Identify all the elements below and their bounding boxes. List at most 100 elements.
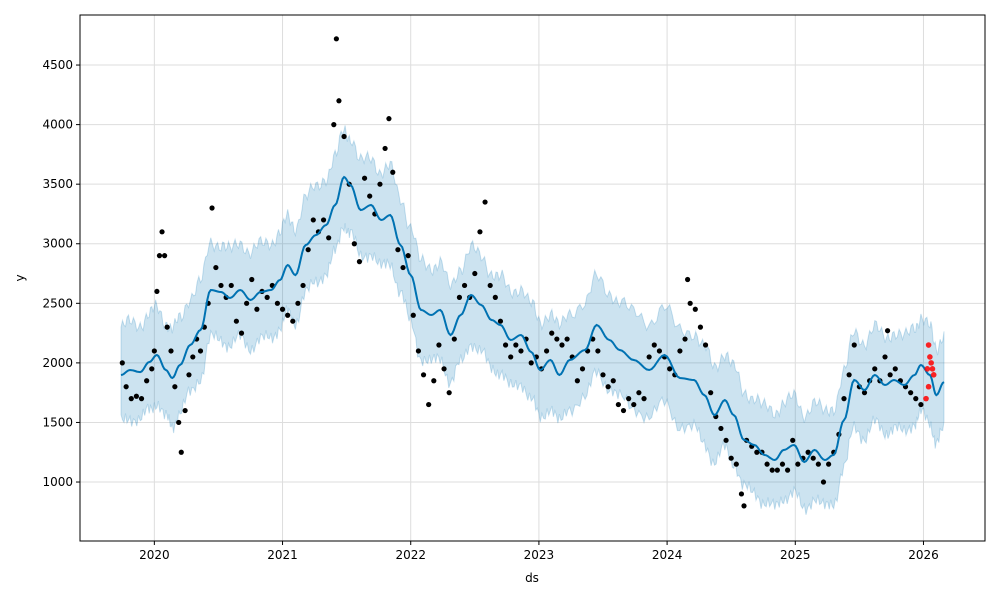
- observed-point: [410, 312, 416, 318]
- x-tick-label: 2021: [267, 548, 298, 562]
- observed-point: [190, 354, 196, 360]
- observed-point: [805, 449, 811, 455]
- actual-test-point: [925, 342, 932, 348]
- x-tick-label: 2024: [652, 548, 683, 562]
- observed-point: [884, 328, 891, 334]
- y-tick-label: 1000: [42, 475, 73, 489]
- observed-point: [441, 366, 447, 372]
- observed-point: [687, 300, 693, 306]
- observed-point: [456, 294, 463, 300]
- actual-test-point: [925, 383, 932, 390]
- observed-point: [238, 330, 245, 336]
- observed-point: [186, 372, 192, 378]
- observed-point: [820, 479, 827, 485]
- observed-point: [574, 378, 580, 384]
- y-tick-label: 4000: [42, 118, 73, 132]
- observed-point: [154, 288, 160, 295]
- observed-point: [559, 342, 565, 348]
- observed-point: [133, 393, 140, 399]
- observed-points: [119, 36, 924, 509]
- observed-point: [790, 437, 796, 443]
- observed-point: [841, 396, 847, 402]
- observed-point: [641, 396, 647, 402]
- observed-point: [723, 437, 729, 443]
- observed-point: [851, 342, 857, 348]
- observed-point: [164, 324, 170, 330]
- observed-point: [685, 276, 691, 283]
- observed-point: [264, 294, 270, 300]
- observed-point: [228, 282, 234, 289]
- observed-point: [872, 366, 878, 372]
- observed-point: [887, 372, 893, 378]
- observed-point: [331, 122, 337, 128]
- observed-point: [244, 300, 250, 306]
- observed-point: [774, 467, 780, 473]
- observed-point: [528, 360, 534, 366]
- uncertainty-interval: [120, 125, 945, 515]
- actual-test-point: [924, 366, 931, 372]
- observed-point: [579, 366, 586, 372]
- observed-point: [718, 425, 724, 432]
- observed-point: [502, 342, 509, 348]
- observed-point: [279, 306, 286, 312]
- observed-point: [908, 390, 914, 396]
- observed-point: [290, 318, 296, 324]
- observed-point: [400, 264, 406, 271]
- y-tick-label: 3500: [42, 177, 73, 191]
- observed-point: [610, 378, 616, 384]
- observed-point: [728, 455, 734, 461]
- x-tick-label: 2023: [524, 548, 555, 562]
- observed-point: [446, 390, 452, 396]
- y-tick-label: 2000: [42, 356, 73, 370]
- plot-frame: [79, 14, 986, 542]
- observed-point: [738, 491, 745, 497]
- observed-point: [682, 336, 688, 342]
- observed-point: [395, 247, 401, 253]
- observed-point: [892, 366, 898, 372]
- observed-point: [769, 467, 775, 473]
- observed-point: [320, 217, 327, 223]
- observed-point: [692, 306, 698, 312]
- x-tick-label: 2022: [395, 548, 426, 562]
- observed-point: [144, 378, 150, 384]
- observed-point: [451, 336, 457, 342]
- actual-test-point: [923, 395, 929, 402]
- observed-point: [667, 366, 673, 372]
- observed-point: [168, 348, 174, 354]
- observed-point: [295, 300, 301, 306]
- observed-point: [656, 348, 663, 354]
- y-tick-label: 1500: [42, 415, 73, 429]
- observed-point: [178, 449, 184, 455]
- observed-point: [431, 378, 437, 384]
- observed-point: [285, 312, 291, 318]
- observed-point: [697, 324, 704, 330]
- observed-point: [138, 396, 145, 402]
- observed-point: [310, 217, 316, 223]
- observed-point: [119, 360, 125, 366]
- observed-point: [861, 390, 868, 396]
- observed-point: [733, 461, 739, 467]
- observed-point: [305, 247, 311, 253]
- actual-test-point: [929, 366, 936, 372]
- observed-point: [497, 318, 504, 324]
- observed-point: [390, 169, 396, 175]
- actual-test-points: [923, 342, 937, 402]
- observed-point: [882, 354, 888, 360]
- observed-point: [741, 503, 747, 509]
- y-tick-label: 3000: [42, 237, 73, 251]
- observed-point: [377, 181, 383, 187]
- observed-point: [615, 401, 621, 408]
- observed-point: [197, 348, 204, 354]
- observed-point: [128, 396, 134, 402]
- observed-point: [151, 348, 157, 354]
- observed-point: [254, 306, 260, 312]
- observed-point: [472, 270, 478, 277]
- actual-test-point: [928, 360, 934, 366]
- observed-point: [487, 282, 493, 289]
- observed-point: [810, 455, 816, 461]
- observed-point: [249, 276, 255, 283]
- observed-point: [677, 348, 683, 354]
- observed-point: [477, 229, 483, 235]
- observed-point: [795, 461, 801, 467]
- observed-point: [367, 193, 373, 199]
